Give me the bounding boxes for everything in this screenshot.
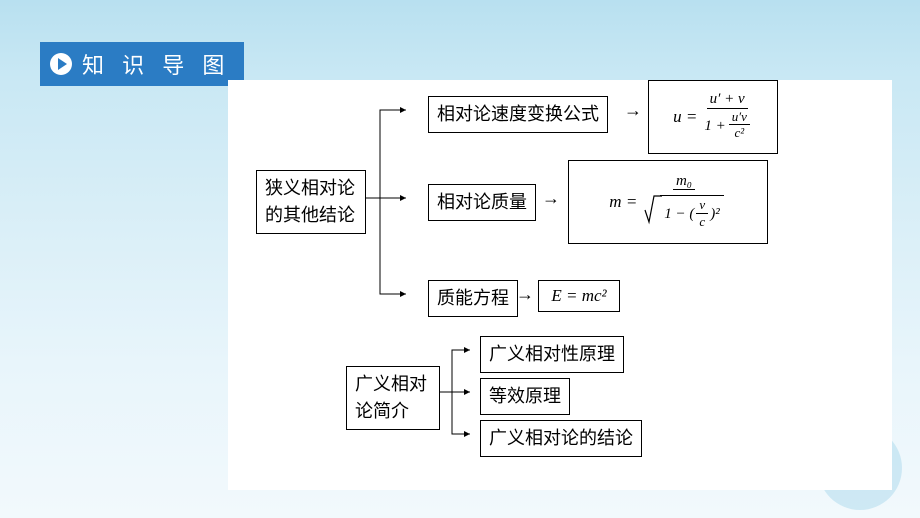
formula-velocity: u = u′ + v 1 + u′v c²	[648, 80, 778, 154]
connector-root2	[440, 338, 482, 448]
badge-title: 知 识 导 图	[82, 48, 230, 80]
arrow: →	[542, 188, 560, 209]
node-equivalence-principle: 等效原理	[480, 378, 570, 415]
node-mass-energy: 质能方程	[428, 280, 518, 317]
connector-root1	[366, 102, 428, 302]
arrow: →	[516, 284, 534, 305]
node-general-conclusions: 广义相对论的结论	[480, 420, 642, 457]
node-velocity-transform: 相对论速度变换公式	[428, 96, 608, 133]
node-relativistic-mass: 相对论质量	[428, 184, 536, 221]
node-general-relativity: 广义相对 论简介	[346, 366, 440, 430]
play-icon	[50, 53, 72, 75]
section-badge: 知 识 导 图	[40, 42, 244, 86]
formula-mass: m = m₀ 1 − ( v c )²	[568, 160, 768, 244]
diagram-canvas: 狭义相对论 的其他结论 相对论速度变换公式 相对论质量 质能方程 → → → u…	[228, 80, 892, 490]
node-general-principle: 广义相对性原理	[480, 336, 624, 373]
arrow: →	[624, 100, 642, 121]
node-special-relativity: 狭义相对论 的其他结论	[256, 170, 366, 234]
formula-emc2: E = mc²	[538, 280, 620, 312]
